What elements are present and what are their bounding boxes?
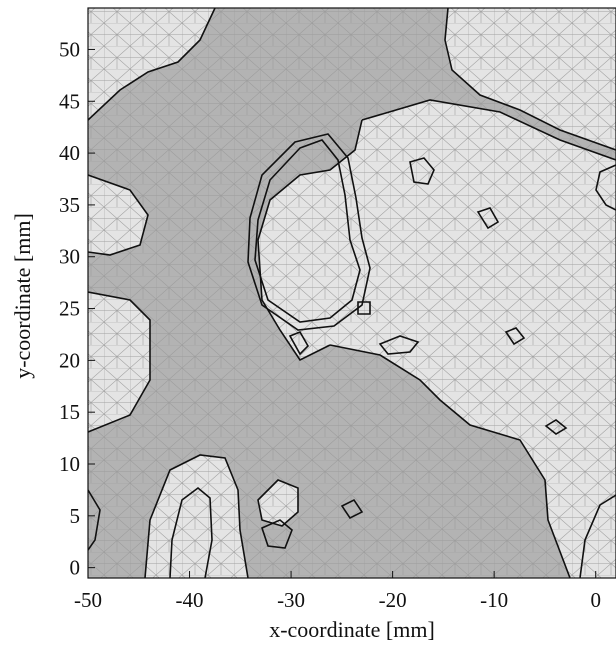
x-axis-label: x-coordinate [mm] [269,617,435,642]
contour-inner-pocket-outer [247,133,371,331]
contour-center [257,99,616,578]
y-tick-label: 50 [59,37,80,61]
contour-island-c [357,301,371,315]
contour-left-middle [88,174,149,256]
contour-top-left [88,8,216,121]
plot-area [88,8,616,578]
contour-bottom-right [579,494,616,578]
contour-top-right [444,8,616,151]
y-tick-label: 25 [59,297,80,321]
y-tick-label: 15 [59,400,80,424]
y-tick-label: 40 [59,141,80,165]
contour-inner-pocket [254,139,361,323]
y-tick-label: 35 [59,193,80,217]
contour-island-e [378,335,420,355]
contour-lines [88,8,616,578]
x-tick-label: -40 [176,588,204,612]
contour-island-b [476,207,500,230]
y-tick-label: 30 [59,245,80,269]
y-axis-label: y-coordinate [mm] [10,213,35,379]
contour-island-g [340,498,364,520]
x-tick-label: 0 [590,588,601,612]
x-tick-label: -30 [277,588,305,612]
y-tick-label: 20 [59,348,80,372]
contour-bottom-small-2 [261,519,293,549]
plot-frame [87,7,616,579]
contour-bottom-left [144,454,249,578]
y-tick-label: 0 [70,556,81,580]
contour-bottom-left-inner [169,486,213,578]
contour-left-lower [88,291,151,433]
y-tick-label: 5 [70,504,81,528]
x-tick-label: -10 [480,588,508,612]
contour-bottom-small [257,479,299,527]
contour-left-bottom-edge [88,489,101,551]
mesh-overlay [88,8,616,578]
contour-right-edge [595,164,616,211]
y-tick-label: 45 [59,89,80,113]
axis-ticks: -50 -40 -30 -20 -10 0 0 5 10 15 20 25 30 35 40 45 50 [59,37,601,612]
contour-island-h [544,419,568,435]
x-tick-label: -50 [74,588,102,612]
x-tick-label: -20 [379,588,407,612]
y-tick-label: 10 [59,452,80,476]
contour-island-d [288,330,309,356]
contour-island-f [504,327,526,346]
contour-island-a [409,157,435,185]
